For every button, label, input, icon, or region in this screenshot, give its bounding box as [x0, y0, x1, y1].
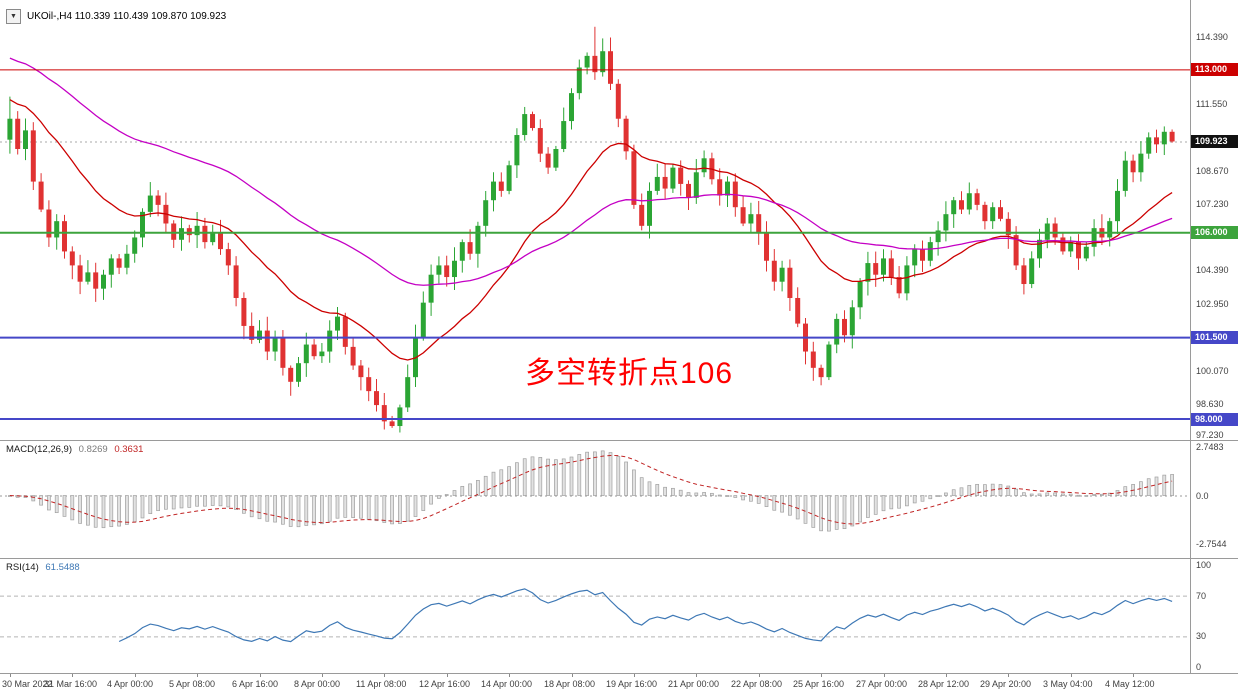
time-axis-tick — [884, 674, 885, 677]
symbol-ohlc-label: UKOil-,H4 110.339 110.439 109.870 109.92… — [27, 11, 227, 22]
panel-separator — [0, 440, 1238, 441]
time-axis-tick — [135, 674, 136, 677]
price-scale-label: 108.670 — [1196, 166, 1229, 176]
chart-legend: ▼ UKOil-,H4 110.339 110.439 109.870 109.… — [6, 9, 226, 24]
hline-price-tag[interactable]: 98.000 — [1191, 413, 1238, 426]
macd-name: MACD(12,26,9) — [6, 444, 72, 455]
rsi-scale-label: 0 — [1196, 662, 1202, 672]
macd-indicator-label: MACD(12,26,9) 0.8269 0.3631 — [6, 444, 143, 455]
time-axis-tick — [447, 674, 448, 677]
one-click-trading-icon[interactable]: ▼ — [6, 9, 21, 24]
time-axis-label: 22 Apr 08:00 — [731, 679, 783, 689]
time-axis-tick — [197, 674, 198, 677]
time-axis-tick — [634, 674, 635, 677]
time-axis-label: 30 Mar 2022 — [2, 679, 53, 689]
macd-scale-label: 0.0 — [1196, 491, 1209, 501]
panel-separator — [0, 558, 1238, 559]
rsi-scale-label: 100 — [1196, 560, 1212, 570]
time-axis-tick — [572, 674, 573, 677]
time-axis-label: 11 Apr 08:00 — [356, 679, 407, 689]
price-scale-label: 104.390 — [1196, 265, 1229, 275]
time-axis-label: 3 May 04:00 — [1043, 679, 1093, 689]
time-axis-label: 12 Apr 16:00 — [419, 679, 471, 689]
price-scale-label: 107.230 — [1196, 199, 1229, 209]
time-axis-tick — [509, 674, 510, 677]
price-scale-label: 102.950 — [1196, 299, 1229, 309]
price-scale-divider — [1190, 0, 1191, 673]
time-axis-tick — [759, 674, 760, 677]
macd-scale-label: -2.7544 — [1196, 539, 1227, 549]
time-axis-tick — [696, 674, 697, 677]
rsi-canvas[interactable] — [0, 559, 1190, 673]
time-axis-label: 18 Apr 08:00 — [544, 679, 596, 689]
time-axis-tick — [72, 674, 73, 677]
time-axis[interactable] — [0, 673, 1238, 698]
price-scale-label: 111.550 — [1196, 99, 1228, 109]
time-axis-label: 27 Apr 00:00 — [856, 679, 908, 689]
time-axis-tick — [1071, 674, 1072, 677]
time-axis-label: 28 Apr 12:00 — [918, 679, 970, 689]
time-axis-label: 21 Apr 00:00 — [668, 679, 720, 689]
hline-price-tag[interactable]: 113.000 — [1191, 63, 1238, 76]
time-axis-label: 25 Apr 16:00 — [793, 679, 845, 689]
chart-annotation-text[interactable]: 多空转折点106 — [525, 357, 734, 390]
time-axis-label: 4 Apr 00:00 — [107, 679, 154, 689]
time-axis-tick — [384, 674, 385, 677]
rsi-value: 61.5488 — [45, 562, 80, 573]
hline-price-tag[interactable]: 101.500 — [1191, 331, 1238, 344]
price-chart-canvas[interactable] — [0, 0, 1190, 440]
time-axis-tick — [322, 674, 323, 677]
time-axis-tick — [260, 674, 261, 677]
time-axis-label: 5 Apr 08:00 — [169, 679, 216, 689]
time-axis-tick — [10, 674, 11, 677]
price-scale-label: 98.630 — [1196, 399, 1224, 409]
current-price-tag: 109.923 — [1191, 135, 1238, 148]
time-axis-tick — [1008, 674, 1009, 677]
time-axis-label: 4 May 12:00 — [1105, 679, 1155, 689]
time-axis-tick — [821, 674, 822, 677]
price-scale-label: 97.230 — [1196, 430, 1224, 440]
rsi-indicator-label: RSI(14) 61.5488 — [6, 562, 80, 573]
price-scale-label: 100.070 — [1196, 366, 1229, 376]
time-axis-label: 31 Mar 16:00 — [44, 679, 98, 689]
time-axis-label: 19 Apr 16:00 — [606, 679, 658, 689]
hline-price-tag[interactable]: 106.000 — [1191, 226, 1238, 239]
rsi-scale-label: 30 — [1196, 631, 1207, 641]
time-axis-label: 6 Apr 16:00 — [232, 679, 279, 689]
time-axis-label: 8 Apr 00:00 — [294, 679, 341, 689]
time-axis-label: 14 Apr 00:00 — [481, 679, 533, 689]
rsi-name: RSI(14) — [6, 562, 39, 573]
time-axis-tick — [1133, 674, 1134, 677]
macd-main-value: 0.8269 — [78, 444, 108, 455]
macd-scale-label: 2.7483 — [1196, 442, 1224, 452]
rsi-scale-label: 70 — [1196, 591, 1207, 601]
time-axis-tick — [946, 674, 947, 677]
price-scale-label: 114.390 — [1196, 32, 1228, 42]
macd-canvas[interactable] — [0, 441, 1190, 558]
macd-signal-value: 0.3631 — [114, 444, 144, 455]
time-axis-label: 29 Apr 20:00 — [980, 679, 1032, 689]
